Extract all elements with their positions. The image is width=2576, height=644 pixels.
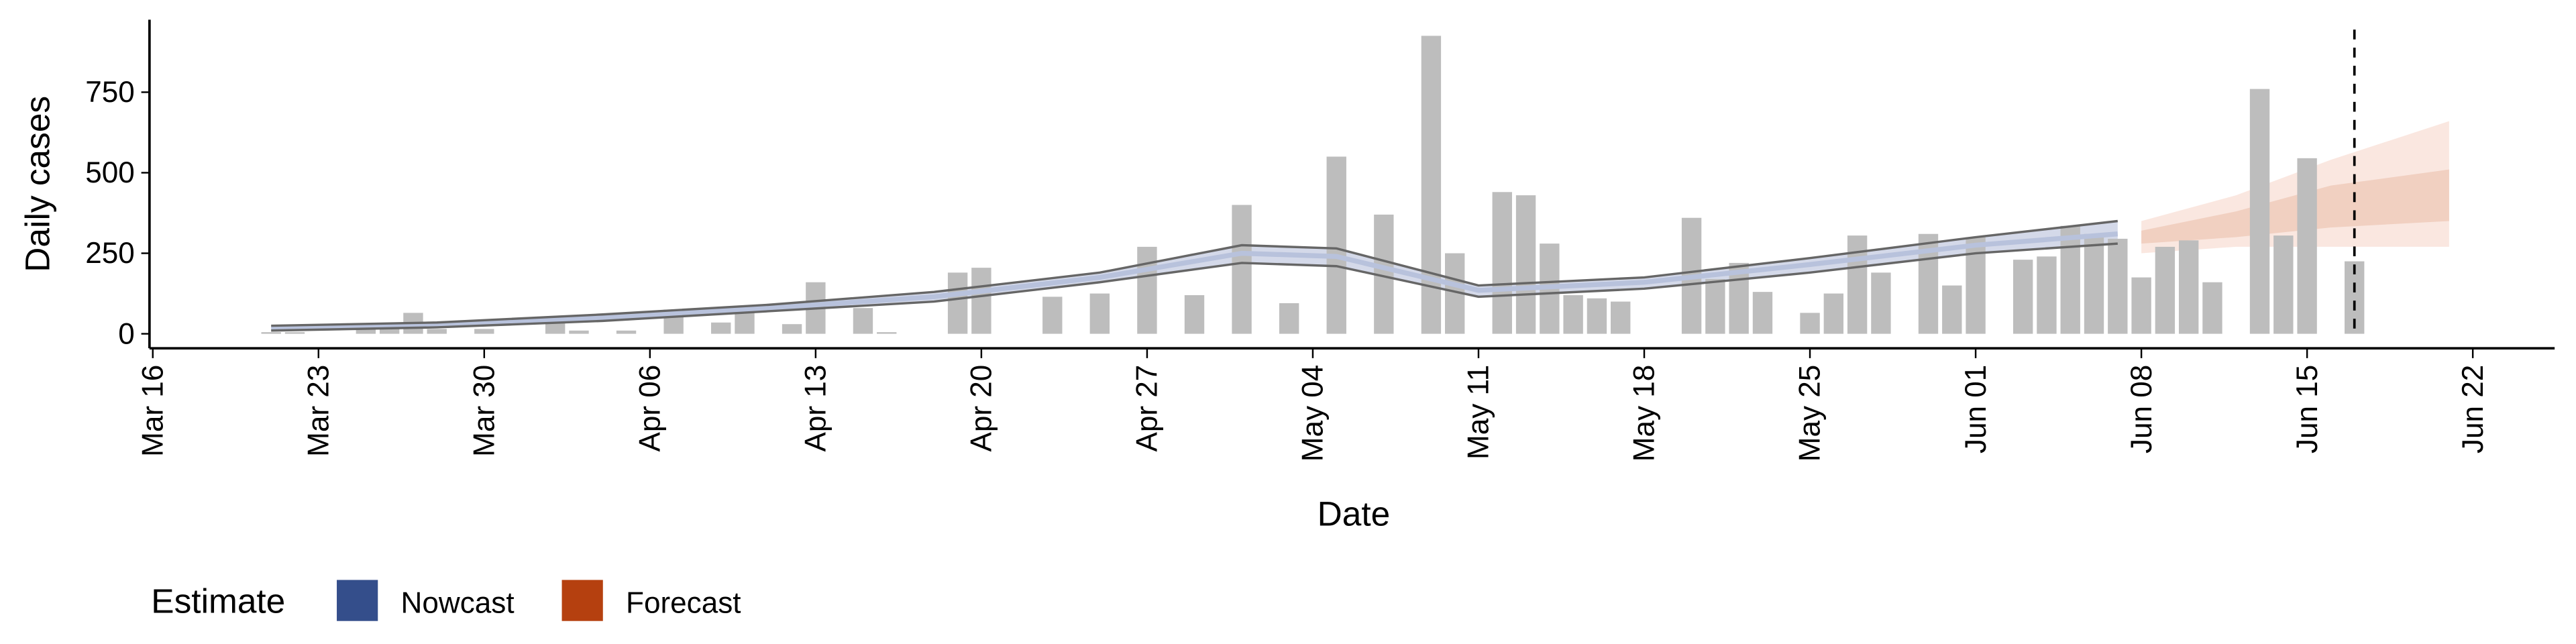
x-tick-label: Jun 08 [2125,365,2158,453]
bar [971,268,991,334]
bar [356,327,376,334]
bar [1942,285,1962,334]
bar [427,329,447,334]
bar [2202,282,2222,334]
bar [1871,272,1891,334]
bar [2131,277,2151,334]
x-tick-label: Jun 22 [2457,365,2489,453]
bar [1492,192,1512,334]
bar [2108,238,2128,334]
nowcast-median [271,231,2118,331]
bar [569,330,589,334]
legend-swatch [337,580,378,621]
bar [2178,240,2199,334]
bar [1042,297,1063,334]
x-tick-label: May 18 [1628,365,1661,462]
x-tick-label: Jun 15 [2291,365,2324,453]
x-tick-label: Apr 13 [800,365,833,452]
bar [2297,158,2317,334]
legend-swatch [561,580,603,621]
y-tick-label: 0 [118,317,135,350]
bar [735,313,755,334]
bar [2037,256,2057,334]
legend-label: Forecast [626,586,741,619]
bar [877,332,897,334]
bar [2012,260,2033,334]
bar [2060,225,2080,334]
bar [1515,195,1536,334]
bar [1823,293,1844,334]
bar [1800,313,1820,334]
bar [711,322,731,334]
x-tick-label: Apr 20 [965,365,998,452]
forecast-band-50 [2141,169,2449,244]
x-tick-label: May 04 [1297,365,1330,462]
x-tick-label: Mar 23 [302,365,335,457]
bar [284,332,305,334]
nowcast-lower [271,242,2118,332]
x-tick-label: Mar 30 [468,365,501,457]
bar [947,272,968,334]
legend-title: Estimate [151,581,285,620]
x-tick-label: Apr 27 [1131,365,1164,452]
x-tick-label: Jun 01 [1960,365,1992,453]
bar [1184,294,1205,334]
bar [616,330,637,334]
bar [2249,89,2270,334]
bar [261,332,281,334]
x-tick-label: May 25 [1794,365,1827,462]
x-axis-title: Date [1318,494,1391,533]
bar [474,329,494,334]
bar [853,308,873,334]
y-axis-title: Daily cases [17,96,56,272]
bar [2155,246,2176,334]
bar [1752,292,1773,334]
y-tick-label: 500 [85,156,135,189]
x-tick-label: Mar 16 [136,365,169,457]
bar [2084,233,2104,334]
bar [1563,294,1583,334]
y-tick-label: 750 [85,76,135,109]
bar [1232,205,1252,334]
bar [782,324,802,334]
bar [1137,246,1157,334]
bar [1089,293,1110,334]
y-tick-label: 250 [85,237,135,270]
bar [2273,235,2294,334]
bar [1611,301,1631,334]
legend-label: Nowcast [401,586,515,619]
bar [1705,278,1725,334]
x-tick-label: May 11 [1462,365,1495,460]
bar [1326,156,1346,334]
bar [1587,298,1607,334]
nowcast-upper [271,219,2118,327]
bar [1279,303,1299,334]
x-tick-label: Apr 06 [634,365,667,452]
